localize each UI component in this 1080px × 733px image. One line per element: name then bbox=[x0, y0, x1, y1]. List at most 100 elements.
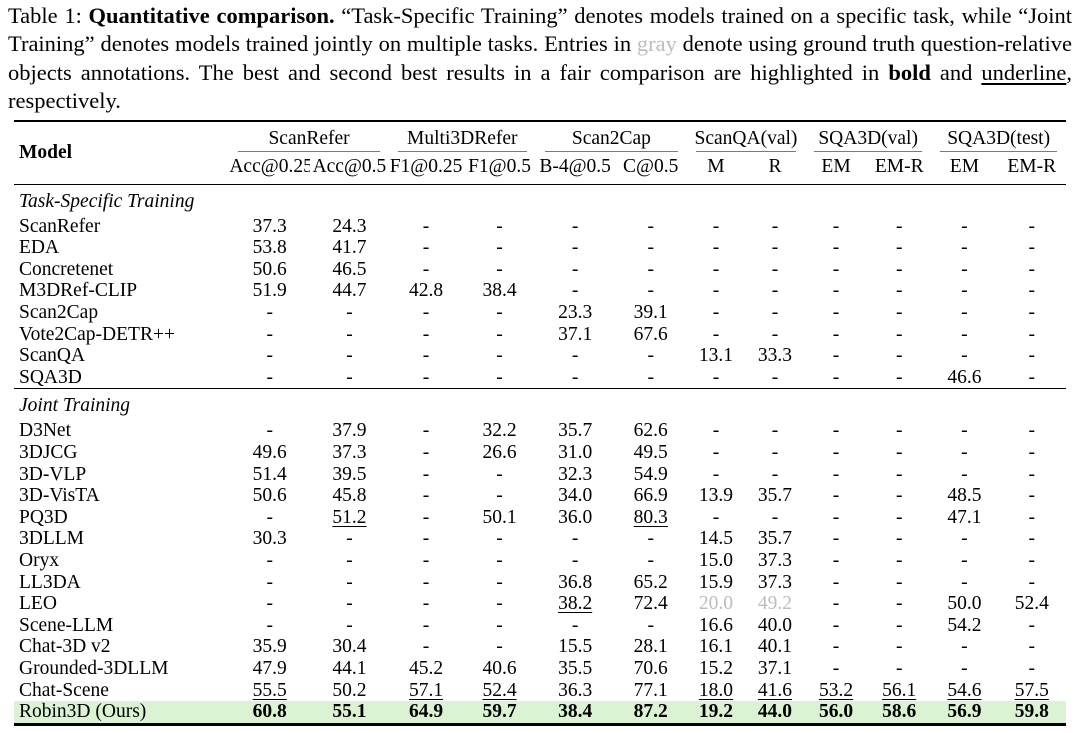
value-cell: - bbox=[647, 614, 654, 636]
value-cell: - bbox=[1028, 302, 1036, 323]
group-header: ScanRefer bbox=[229, 121, 388, 152]
value-cell: - bbox=[832, 258, 840, 280]
value-cell: 87.2 bbox=[614, 701, 687, 723]
value-cell: 52.4 bbox=[482, 679, 517, 701]
value-cell: - bbox=[1028, 528, 1036, 550]
value-cell: 44.0 bbox=[744, 701, 805, 723]
group-header-rule bbox=[695, 150, 796, 152]
value-cell: - bbox=[647, 237, 654, 259]
value-cell: 57.5 bbox=[1014, 679, 1049, 701]
value-cell: - bbox=[496, 302, 503, 323]
value-cell: 37.1 bbox=[558, 323, 593, 345]
value-cell: - bbox=[346, 345, 353, 367]
model-name-cell: EDA bbox=[19, 237, 60, 259]
group-header-rule bbox=[940, 150, 1057, 152]
value-cell: 52.4 bbox=[1014, 593, 1049, 615]
value-cell: - bbox=[895, 345, 903, 367]
value-cell: - bbox=[895, 323, 903, 345]
value-cell: 13.9 bbox=[698, 485, 734, 507]
value-cell: - bbox=[496, 237, 503, 259]
table-row: 3D-VisTA 50.6 45.8 - - 34.0 66.9 13.9 35.7 - - 48.5… bbox=[14, 485, 1066, 507]
section-label: Task-Specific Training bbox=[19, 190, 195, 212]
value-cell: - bbox=[346, 571, 353, 593]
value-cell: - bbox=[496, 636, 503, 658]
value-cell: - bbox=[1028, 614, 1036, 636]
value-cell: 49.6 bbox=[252, 441, 287, 463]
table-row: 3DJCG 49.6 37.3 - 26.6 31.0 49.5 - - - - - - bbox=[14, 442, 1066, 464]
model-name-cell: Robin3D (Ours) bbox=[14, 701, 230, 723]
value-cell: 50.2 bbox=[332, 679, 367, 701]
value-cell: 46.6 bbox=[947, 366, 982, 388]
value-cell: - bbox=[771, 506, 779, 528]
value-cell: - bbox=[771, 258, 779, 280]
value-cell: - bbox=[895, 549, 903, 571]
value-cell: - bbox=[346, 593, 353, 615]
value-cell: - bbox=[1028, 463, 1036, 485]
value-cell: - bbox=[895, 280, 903, 302]
value-cell: 38.4 bbox=[482, 280, 517, 302]
value-cell: - bbox=[1028, 237, 1036, 259]
value-cell: - bbox=[346, 528, 353, 550]
value-cell: - bbox=[647, 280, 654, 302]
value-cell: 39.1 bbox=[633, 302, 668, 323]
value-cell: - bbox=[496, 571, 503, 593]
value-cell: - bbox=[571, 345, 579, 367]
value-cell: - bbox=[1028, 258, 1036, 280]
model-name-cell: Grounded-3DLLM bbox=[19, 657, 169, 679]
value-cell: 59.7 bbox=[463, 701, 536, 723]
group-header-label: SQA3D(test) bbox=[947, 127, 1051, 149]
group-header-rule bbox=[397, 150, 527, 152]
table-row: LEO - - - - 38.2 72.4 20.0 49.2 - - 50.0 52.4 bbox=[14, 593, 1066, 615]
value-cell: - bbox=[961, 258, 968, 280]
value-cell: - bbox=[1028, 636, 1036, 658]
caption-segment: underline bbox=[981, 59, 1067, 85]
value-cell: 59.8 bbox=[997, 701, 1066, 723]
value-cell: - bbox=[895, 657, 903, 679]
value-cell: 57.1 bbox=[408, 679, 444, 701]
metric-header: F1@0.5 bbox=[463, 151, 536, 185]
value-cell: - bbox=[832, 614, 840, 636]
value-cell: 23.3 bbox=[558, 302, 593, 323]
value-cell: - bbox=[832, 345, 840, 367]
value-cell: 31.0 bbox=[558, 441, 593, 463]
value-cell: - bbox=[832, 441, 840, 463]
group-header-label: SQA3D(val) bbox=[818, 127, 918, 149]
value-cell: 47.1 bbox=[947, 506, 982, 528]
caption-segment: and bbox=[930, 59, 982, 85]
model-name-cell: 3DJCG bbox=[19, 441, 78, 463]
value-cell: - bbox=[1028, 485, 1036, 507]
value-cell: 56.1 bbox=[882, 679, 917, 701]
value-cell: - bbox=[832, 593, 840, 615]
value-cell: - bbox=[961, 345, 968, 367]
value-cell: - bbox=[961, 237, 968, 259]
value-cell: - bbox=[346, 614, 353, 636]
value-cell: - bbox=[712, 302, 720, 323]
value-cell: - bbox=[496, 549, 503, 571]
value-cell: - bbox=[771, 323, 779, 345]
model-name-cell: Oryx bbox=[19, 549, 60, 571]
table-row: Oryx - - - - - - 15.0 37.3 - - - - bbox=[14, 550, 1066, 572]
value-cell: - bbox=[832, 571, 840, 593]
value-cell: 16.1 bbox=[698, 636, 734, 658]
table-caption: Table 1: Quantitative comparison. “Task-… bbox=[8, 2, 1072, 116]
value-cell: - bbox=[832, 237, 840, 259]
group-header: SQA3D(val) bbox=[805, 121, 931, 152]
value-cell: - bbox=[1028, 323, 1036, 345]
table-row: D3Net - 37.9 - 32.2 35.7 62.6 - - - - - - bbox=[14, 420, 1066, 442]
value-cell: 51.2 bbox=[332, 506, 367, 528]
value-cell: 51.9 bbox=[252, 280, 287, 302]
value-cell: 56.9 bbox=[931, 701, 998, 723]
model-name-cell: SQA3D bbox=[19, 366, 82, 388]
value-cell: - bbox=[895, 258, 903, 280]
value-cell: - bbox=[895, 571, 903, 593]
value-cell: - bbox=[961, 323, 968, 345]
value-cell: - bbox=[961, 657, 968, 679]
value-cell: 36.8 bbox=[558, 571, 593, 593]
value-cell: - bbox=[496, 215, 503, 237]
value-cell: 50.6 bbox=[252, 485, 287, 507]
value-cell: - bbox=[771, 366, 779, 388]
value-cell: - bbox=[571, 528, 579, 550]
caption-segment: “Task-Specific Training” denotes models … bbox=[8, 3, 1073, 57]
caption-segment: bold bbox=[888, 59, 931, 85]
value-cell: 77.1 bbox=[633, 679, 668, 701]
